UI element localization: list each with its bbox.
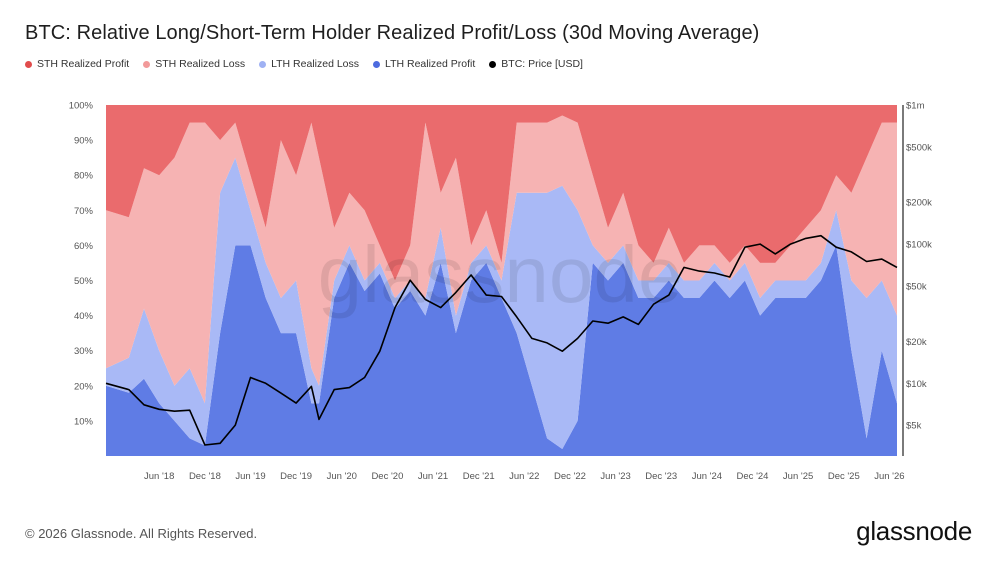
legend-item-sth-profit[interactable]: STH Realized Profit xyxy=(25,58,129,70)
y-left-tick-label: 100% xyxy=(69,101,94,112)
legend-label: LTH Realized Profit xyxy=(385,58,476,70)
y-right-tick-label: $20k xyxy=(906,337,927,348)
y-left-tick-label: 10% xyxy=(74,416,94,427)
x-tick-label: Jun '19 xyxy=(235,471,265,482)
x-tick-label: Jun '24 xyxy=(692,471,722,482)
y-axis-left: 100% 90% 80% 70% 60% 50% 40% 30% 20% 10% xyxy=(69,101,94,428)
btc-price-line xyxy=(105,234,898,446)
x-tick-label: Dec '22 xyxy=(554,471,586,482)
brand-logo: glassnode xyxy=(856,516,972,546)
x-tick-label: Dec '25 xyxy=(828,471,860,482)
legend-dot-icon xyxy=(143,60,151,68)
legend-item-lth-loss[interactable]: LTH Realized Loss xyxy=(259,58,359,70)
legend-label: STH Realized Profit xyxy=(37,58,130,70)
y-right-tick-label: $5k xyxy=(906,421,922,432)
x-tick-label: Jun '23 xyxy=(600,471,630,482)
legend-label: BTC: Price [USD] xyxy=(501,58,583,70)
legend-item-sth-loss[interactable]: STH Realized Loss xyxy=(143,58,245,70)
legend: STH Realized Profit STH Realized Loss LT… xyxy=(25,58,583,70)
y-left-tick-label: 50% xyxy=(74,276,94,287)
x-tick-label: Jun '20 xyxy=(327,471,357,482)
x-tick-label: Jun '18 xyxy=(144,471,174,482)
x-tick-label: Dec '24 xyxy=(737,471,769,482)
y-right-tick-label: $500k xyxy=(906,142,932,153)
y-left-tick-label: 80% xyxy=(74,171,94,182)
area-sth-realized-loss xyxy=(106,115,897,404)
legend-label: STH Realized Loss xyxy=(155,58,246,70)
y-left-tick-label: 40% xyxy=(74,311,94,322)
x-tick-label: Dec '23 xyxy=(645,471,677,482)
legend-label: LTH Realized Loss xyxy=(271,58,360,70)
legend-item-lth-profit[interactable]: LTH Realized Profit xyxy=(373,58,475,70)
x-axis: Jun '18 Dec '18 Jun '19 Dec '19 Jun '20 Dec '… xyxy=(144,471,905,482)
x-tick-label: Jun '22 xyxy=(509,471,539,482)
x-tick-label: Dec '18 xyxy=(189,471,221,482)
x-tick-label: Dec '19 xyxy=(280,471,312,482)
legend-dot-icon xyxy=(489,60,497,68)
y-right-tick-label: $50k xyxy=(906,282,927,293)
y-right-tick-label: $10k xyxy=(906,379,927,390)
legend-dot-icon xyxy=(259,60,267,68)
y-left-tick-label: 70% xyxy=(74,206,94,217)
x-tick-label: Jun '25 xyxy=(783,471,813,482)
x-tick-label: Dec '20 xyxy=(371,471,403,482)
y-right-tick-label: $100k xyxy=(906,240,932,251)
price-layer xyxy=(105,234,898,446)
legend-dot-icon xyxy=(373,60,381,68)
legend-item-btc-price[interactable]: BTC: Price [USD] xyxy=(489,58,583,70)
y-axis-right: $1m $500k $200k $100k $50k $20k $10k $5k xyxy=(906,101,932,432)
chart-title: BTC: Relative Long/Short-Term Holder Rea… xyxy=(25,22,760,44)
y-left-tick-label: 30% xyxy=(74,346,94,357)
y-left-tick-label: 20% xyxy=(74,381,94,392)
y-right-tick-label: $1m xyxy=(906,101,925,112)
x-tick-label: Jun '26 xyxy=(874,471,904,482)
legend-dot-icon xyxy=(25,60,32,68)
x-tick-label: Dec '21 xyxy=(463,471,495,482)
area-lth-realized-profit xyxy=(106,245,897,456)
area-sth-realized-profit xyxy=(106,105,897,281)
y-left-tick-label: 90% xyxy=(74,136,94,147)
y-right-tick-label: $200k xyxy=(906,198,932,209)
area-lth-realized-loss xyxy=(106,157,897,449)
watermark: glassnode xyxy=(318,230,683,319)
y-left-tick-label: 60% xyxy=(74,241,94,252)
x-tick-label: Jun '21 xyxy=(418,471,448,482)
stacked-areas xyxy=(106,105,904,456)
copyright-footer: © 2026 Glassnode. All Rights Reserved. xyxy=(25,526,258,541)
